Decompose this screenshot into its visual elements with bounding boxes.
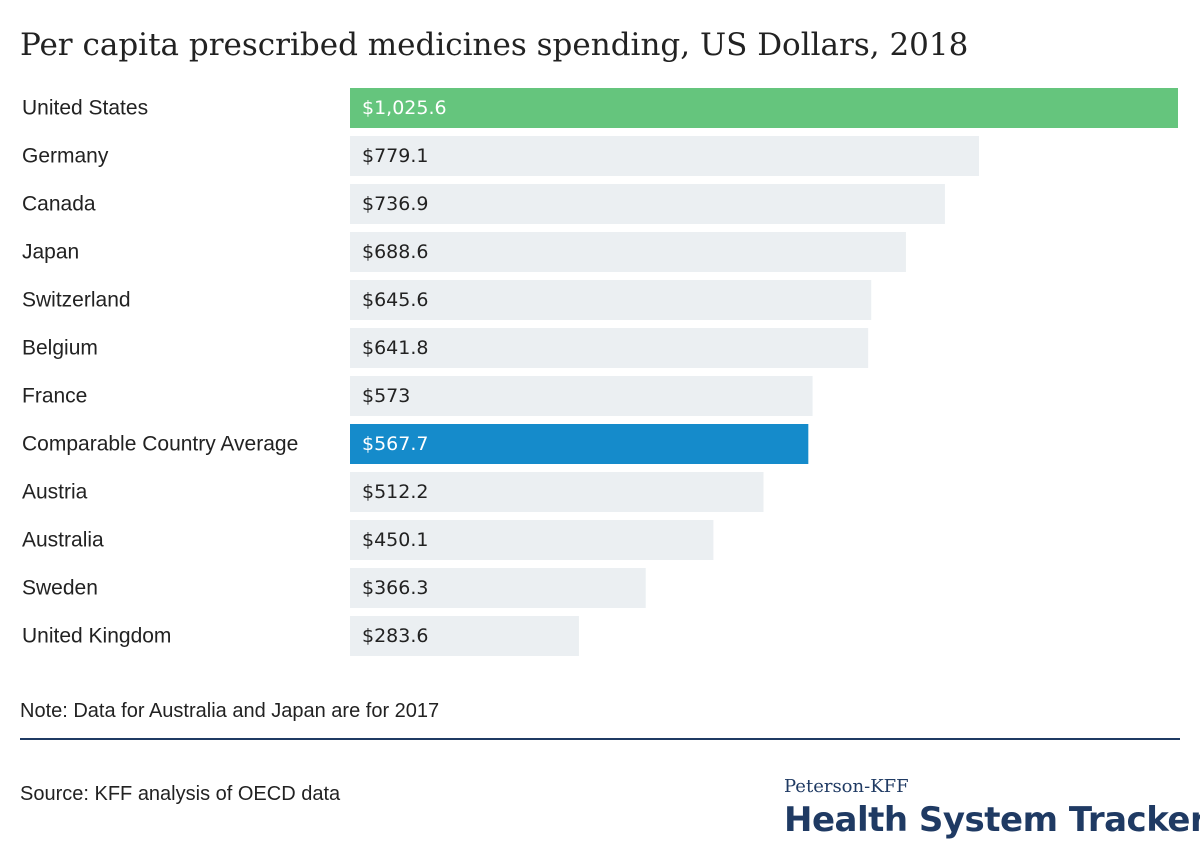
chart-title: Per capita prescribed medicines spending… [20,27,969,63]
bar-switzerland [350,280,872,320]
category-label-belgium: Belgium [22,337,98,360]
chart-source: Source: KFF analysis of OECD data [20,783,341,805]
category-label-japan: Japan [22,241,79,264]
category-label-austria: Austria [22,481,88,504]
value-label-united-kingdom: $283.6 [362,625,428,647]
value-label-australia: $450.1 [362,529,428,551]
value-label-germany: $779.1 [362,145,428,167]
bar-japan [350,232,906,272]
value-label-comparable-country-average: $567.7 [362,433,428,455]
category-label-switzerland: Switzerland [22,289,131,312]
bar-austria [350,472,764,512]
value-label-sweden: $366.3 [362,577,428,599]
category-label-united-states: United States [22,97,148,120]
divider [20,738,1180,740]
bar-sweden [350,568,646,608]
bar-germany [350,136,979,176]
value-label-austria: $512.2 [362,481,428,503]
bar-belgium [350,328,869,368]
bar-united-states [350,88,1178,128]
category-label-canada: Canada [22,193,96,216]
bar-comparable-country-average [350,424,809,464]
value-label-switzerland: $645.6 [362,289,428,311]
bar-australia [350,520,714,560]
category-label-sweden: Sweden [22,577,98,600]
value-label-japan: $688.6 [362,241,428,263]
category-label-comparable-country-average: Comparable Country Average [22,433,298,456]
bar-united-kingdom [350,616,579,656]
health-system-tracker-logo: Peterson-KFF Health System Tracker [784,776,1200,840]
bar-canada [350,184,945,224]
value-label-canada: $736.9 [362,193,428,215]
category-label-united-kingdom: United Kingdom [22,625,171,648]
category-label-australia: Australia [22,529,104,552]
value-label-belgium: $641.8 [362,337,428,359]
logo-top-text: Peterson-KFF [784,776,909,797]
chart-note: Note: Data for Australia and Japan are f… [20,700,440,722]
logo-main-text: Health System Tracker [784,800,1200,840]
value-label-france: $573 [362,385,410,407]
bar-france [350,376,813,416]
category-label-germany: Germany [22,145,109,168]
value-label-united-states: $1,025.6 [362,97,447,119]
category-label-france: France [22,385,87,408]
